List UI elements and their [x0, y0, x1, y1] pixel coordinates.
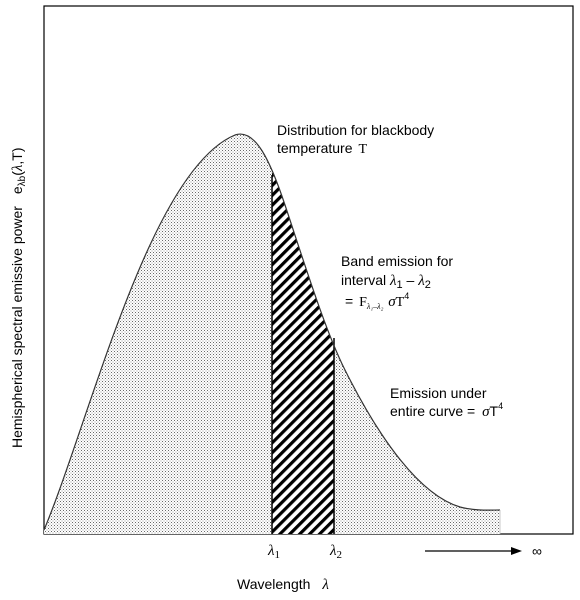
- band-emission-area: [272, 170, 334, 534]
- tick-lambda2: λ2: [329, 543, 342, 561]
- infinity-arrowhead: [511, 547, 522, 555]
- infinity-symbol: ∞: [532, 543, 542, 559]
- band-label-line1: Band emission for: [341, 253, 453, 269]
- band-label-line3: = Fλ₁–λ₂ σT4: [345, 291, 409, 312]
- y-axis-label: Hemispherical spectral emissive power eλ…: [9, 147, 28, 448]
- x-axis-label: Wavelength λ: [237, 576, 329, 593]
- total-label-line1: Emission under: [390, 385, 487, 401]
- band-label-line2: interval λ1 – λ2: [341, 272, 431, 291]
- total-label-line2: entire curve = σT4: [390, 401, 503, 420]
- blackbody-curve: [43, 133, 501, 531]
- tick-lambda1: λ1: [267, 543, 280, 561]
- curve-label-line1: Distribution for blackbody: [277, 122, 434, 138]
- curve-label-line2: temperature T: [277, 140, 367, 157]
